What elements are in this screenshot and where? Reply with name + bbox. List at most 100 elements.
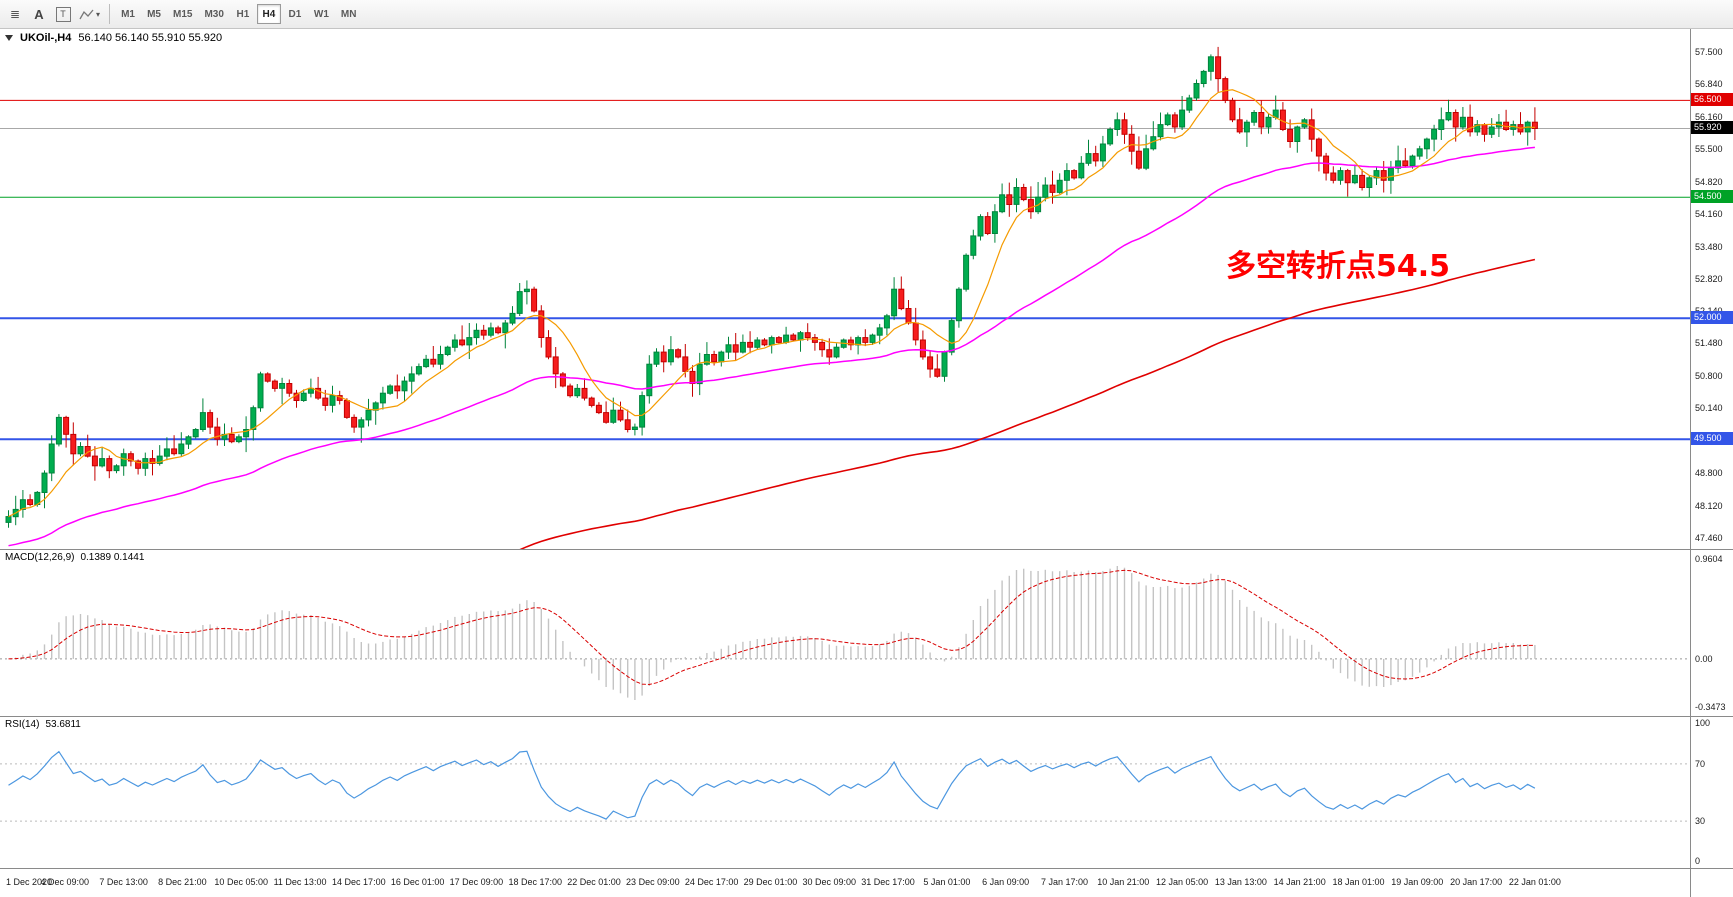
annotation-a-icon[interactable]: A (28, 4, 50, 25)
macd-pane: MACD(12,26,9) 0.1389 0.1441 0.9604 0.00 -0… (0, 549, 1733, 716)
rsi-label: RSI(14) (5, 719, 40, 730)
rsi-canvas[interactable] (0, 717, 1690, 868)
price-tick: 48.800 (1695, 468, 1723, 479)
time-label: 11 Dec 13:00 (273, 877, 327, 887)
quote-ohlc: 56.140 56.140 55.910 55.920 (78, 32, 223, 44)
price-tick: 56.160 (1695, 111, 1723, 122)
time-label: 1 Dec 2020 (6, 877, 53, 887)
text-tool-glyph: T (55, 6, 71, 22)
timeframe-group: M1 M5 M15 M30 H1 H4 D1 W1 MN (115, 4, 362, 24)
chart-list-glyph: ≣ (9, 7, 21, 21)
time-label: 10 Jan 21:00 (1097, 877, 1150, 887)
timeframe-button-d1[interactable]: D1 (283, 4, 307, 24)
dropdown-caret-icon: ▾ (96, 9, 101, 19)
timeframe-button-m5[interactable]: M5 (142, 4, 166, 24)
time-label: 20 Jan 17:00 (1450, 877, 1503, 887)
text-tool-icon[interactable]: T (52, 4, 74, 25)
chart-stack: UKOil-,H4 56.140 56.140 55.910 55.920 多空… (0, 29, 1733, 897)
price-badge-56.500: 56.500 (1691, 93, 1733, 107)
price-tick: 48.120 (1695, 500, 1723, 511)
time-label: 29 Dec 01:00 (743, 877, 798, 887)
price-tick: 53.480 (1695, 241, 1723, 252)
annotation-a-glyph: A (34, 6, 44, 22)
time-label: 18 Jan 01:00 (1332, 877, 1385, 887)
time-label: 5 Jan 01:00 (923, 877, 971, 887)
time-axis[interactable]: 1 Dec 2020 4 Dec 09:00 7 Dec 13:00 8 Dec 21… (0, 868, 1733, 897)
rsi-plot[interactable]: RSI(14) 53.6811 (0, 717, 1690, 868)
price-tick: 54.820 (1695, 176, 1723, 187)
time-label: 12 Jan 05:00 (1156, 877, 1209, 887)
macd-values: 0.1389 0.1441 (80, 552, 145, 563)
price-tick: 50.140 (1695, 403, 1723, 414)
macd-signal-line (8, 569, 1535, 686)
macd-tick: -0.3473 (1695, 702, 1726, 712)
time-label: 7 Jan 17:00 (1040, 877, 1088, 887)
price-tick: 57.500 (1695, 47, 1723, 57)
timeframe-button-h4[interactable]: H4 (256, 4, 281, 24)
time-label: 16 Dec 01:00 (390, 877, 445, 887)
rsi-tick: 100 (1695, 718, 1711, 728)
time-label: 10 Dec 05:00 (214, 877, 268, 887)
price-badge-49.500: 49.500 (1691, 432, 1733, 446)
rsi-tick: 30 (1695, 816, 1706, 827)
rsi-line (8, 750, 1536, 820)
chart-list-icon[interactable]: ≣ (4, 4, 26, 25)
main-chart-plot[interactable]: UKOil-,H4 56.140 56.140 55.910 55.920 多空… (0, 29, 1690, 549)
ma-mid-line (8, 146, 1535, 547)
rsi-label-row: RSI(14) 53.6811 (5, 719, 81, 730)
price-badge-54.500: 54.500 (1691, 190, 1733, 204)
time-label: 13 Jan 13:00 (1214, 877, 1267, 887)
timeframe-button-m15[interactable]: M15 (168, 4, 197, 24)
time-label: 18 Dec 17:00 (508, 877, 563, 887)
macd-axis[interactable]: 0.9604 0.00 -0.3473 (1690, 550, 1733, 716)
rsi-value: 53.6811 (45, 719, 81, 730)
timeframe-button-h1[interactable]: H1 (231, 4, 255, 24)
rsi-pane: RSI(14) 53.6811 100 70 30 0 (0, 716, 1733, 868)
time-label: 22 Jan 01:00 (1508, 877, 1561, 887)
rsi-tick: 70 (1695, 758, 1706, 769)
toolbar-separator (109, 4, 111, 24)
macd-tick: 0.9604 (1695, 554, 1723, 564)
price-tick: 54.160 (1695, 208, 1723, 219)
macd-label-row: MACD(12,26,9) 0.1389 0.1441 (5, 552, 144, 563)
price-tick: 55.500 (1695, 143, 1723, 154)
symbol-dropdown-icon[interactable] (5, 35, 13, 41)
polyline-tool-icon[interactable]: ▾ (76, 4, 103, 25)
macd-plot[interactable]: MACD(12,26,9) 0.1389 0.1441 (0, 550, 1690, 716)
ma-slow-line (519, 258, 1536, 549)
time-label: 7 Dec 13:00 (99, 877, 148, 887)
timeframe-button-mn[interactable]: MN (336, 4, 362, 24)
time-label: 14 Dec 17:00 (332, 877, 386, 887)
time-label: 23 Dec 09:00 (626, 877, 680, 887)
macd-tick: 0.00 (1695, 653, 1713, 664)
time-label: 30 Dec 09:00 (802, 877, 857, 887)
time-label: 6 Jan 09:00 (982, 877, 1030, 887)
chart-header: UKOil-,H4 56.140 56.140 55.910 55.920 (5, 32, 222, 44)
time-labels: 1 Dec 2020 4 Dec 09:00 7 Dec 13:00 8 Dec 21… (0, 869, 1690, 897)
timeframe-button-w1[interactable]: W1 (309, 4, 334, 24)
symbol-title: UKOil-,H4 (20, 32, 72, 44)
main-chart-canvas[interactable] (0, 29, 1690, 549)
toolbar: ≣ A T ▾ M1 M5 M15 M30 H1 H4 D1 W1 MN (0, 0, 1733, 29)
time-label: 22 Dec 01:00 (567, 877, 621, 887)
price-badge-52.000: 52.000 (1691, 311, 1733, 325)
macd-label: MACD(12,26,9) (5, 552, 75, 563)
chart-annotation[interactable]: 多空转折点54.5 (1226, 249, 1451, 284)
price-axis[interactable]: 57.500 56.840 56.160 55.500 54.820 54.160 53.4… (1690, 29, 1733, 549)
time-label: 8 Dec 21:00 (158, 877, 207, 887)
rsi-axis[interactable]: 100 70 30 0 (1690, 717, 1733, 868)
price-tick: 47.460 (1695, 532, 1723, 543)
time-label: 4 Dec 09:00 (40, 877, 90, 887)
price-tick: 56.840 (1695, 78, 1723, 89)
price-badge-55.920: 55.920 (1691, 121, 1733, 135)
price-tick: 51.480 (1695, 338, 1723, 349)
time-label: 19 Jan 09:00 (1391, 877, 1444, 887)
time-label: 14 Jan 21:00 (1273, 877, 1326, 887)
timeframe-button-m1[interactable]: M1 (116, 4, 140, 24)
macd-canvas[interactable] (0, 550, 1690, 716)
time-label: 17 Dec 09:00 (449, 877, 504, 887)
timeframe-button-m30[interactable]: M30 (199, 4, 228, 24)
ma-fast-line (8, 89, 1535, 518)
rsi-tick: 0 (1695, 856, 1701, 866)
polyline-icon (79, 9, 94, 19)
